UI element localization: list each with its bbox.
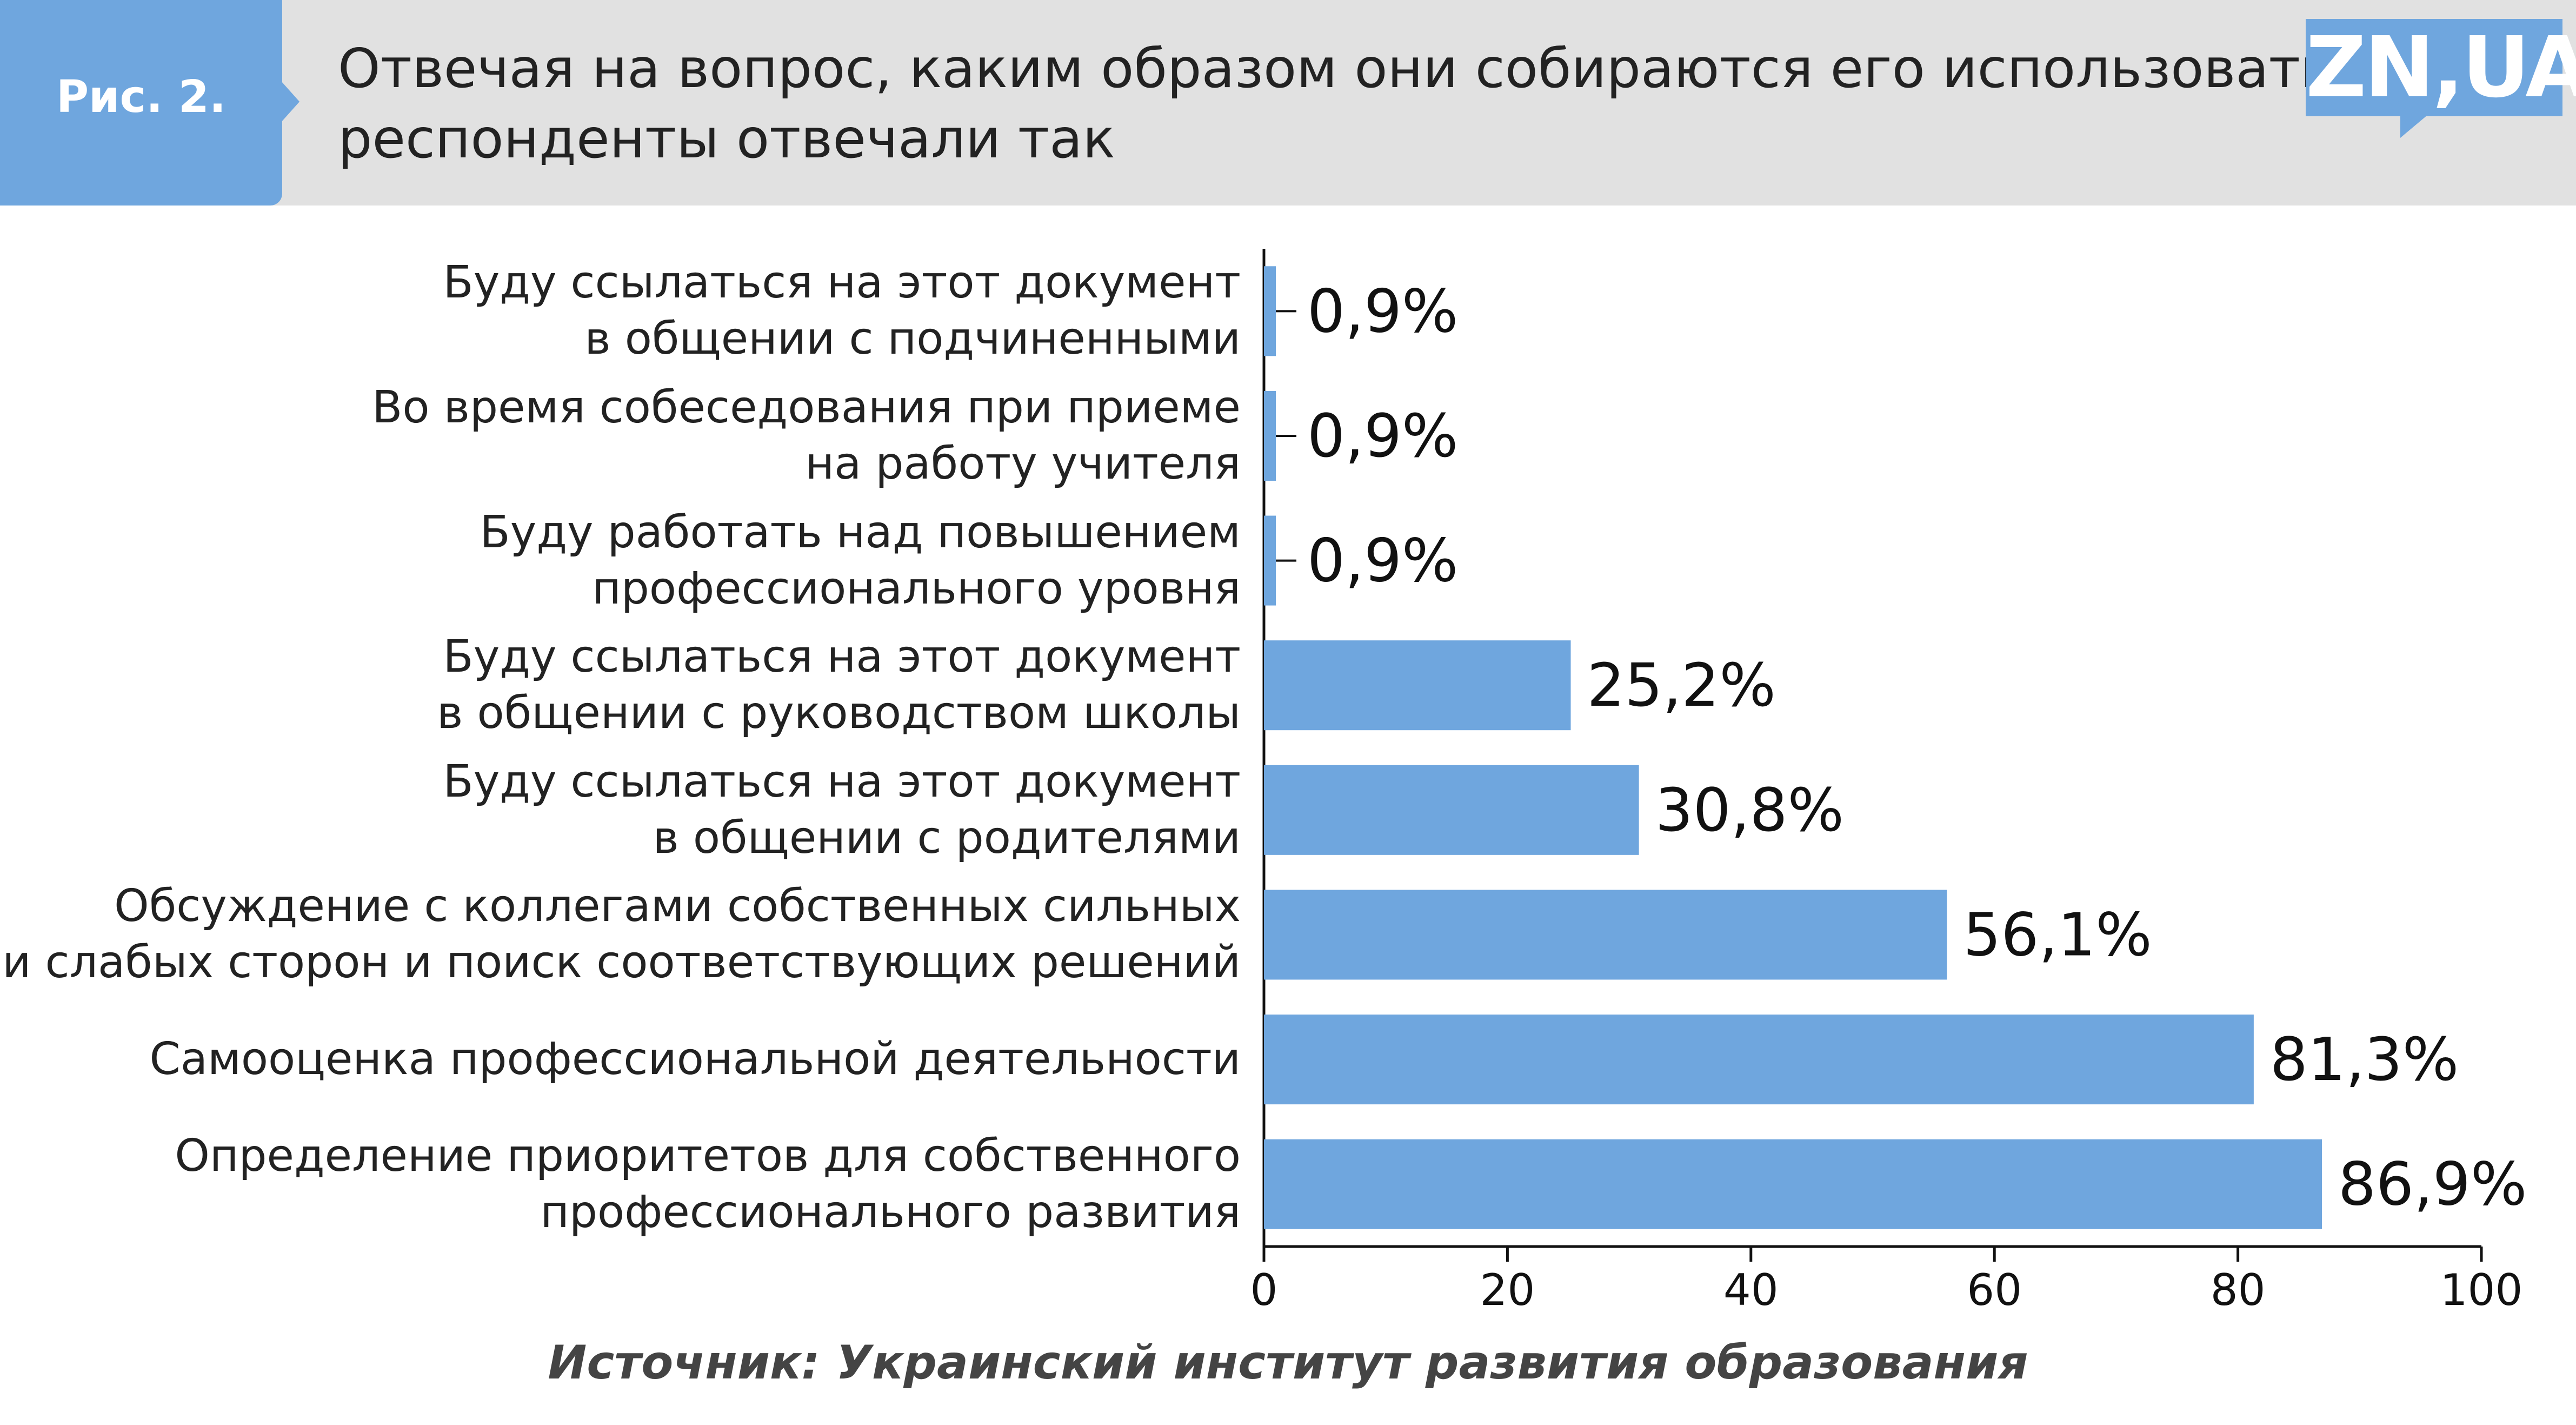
x-tick-label: 40: [1723, 1265, 1779, 1315]
category-label: Самооценка профессиональной деятельности: [149, 1033, 1241, 1085]
figure-label: Рис. 2.: [56, 71, 227, 123]
category-label: Обсуждение с коллегами собственных сильн…: [2, 880, 1241, 989]
bar: [1264, 640, 1571, 731]
header-bar: [0, 0, 2576, 206]
figure-tab: [0, 0, 282, 206]
chart-title-line-2: респонденты отвечали так: [338, 107, 1115, 170]
value-label: 25,2%: [1587, 651, 1776, 720]
logo-speech-tail: [2400, 115, 2427, 138]
x-tick-label: 20: [1480, 1265, 1535, 1315]
zn-ua-logo: ZN,UA: [2306, 18, 2576, 116]
bar: [1264, 266, 1276, 356]
bar: [1264, 890, 1947, 980]
category-label: Буду работать над повышением профессионал…: [480, 506, 1241, 614]
chart-title-line-1: Отвечая на вопрос, каким образом они соб…: [338, 37, 2349, 100]
category-label: Буду ссылаться на этот документ в общении…: [443, 257, 1241, 365]
category-label: Буду ссылаться на этот документ в общении…: [437, 631, 1241, 739]
category-label: Буду ссылаться на этот документ в общении…: [443, 755, 1241, 864]
source-note: Источник: Украинский институт развития о…: [548, 1336, 2028, 1390]
bar: [1264, 390, 1276, 481]
value-label: 81,3%: [2270, 1025, 2459, 1094]
figure-tab-arrow: [281, 81, 299, 122]
category-label: Определение приоритетов для собственного…: [175, 1130, 1241, 1238]
value-label: 0,9%: [1307, 276, 1458, 346]
x-tick-label: 0: [1250, 1265, 1278, 1315]
bar: [1264, 515, 1276, 606]
x-tick-label: 80: [2211, 1265, 2266, 1315]
category-label: Во время собеседования при приеме на рабо…: [372, 381, 1241, 489]
value-label: 30,8%: [1655, 776, 1844, 845]
x-tick-label: 100: [2440, 1265, 2523, 1315]
value-label: 86,9%: [2338, 1150, 2527, 1219]
x-tick-label: 60: [1967, 1265, 2022, 1315]
bar: [1264, 1139, 2322, 1229]
value-label: 0,9%: [1307, 401, 1458, 470]
bar: [1264, 1015, 2254, 1105]
value-label: 56,1%: [1963, 900, 2152, 969]
bar: [1264, 765, 1639, 855]
value-label: 0,9%: [1307, 526, 1458, 595]
